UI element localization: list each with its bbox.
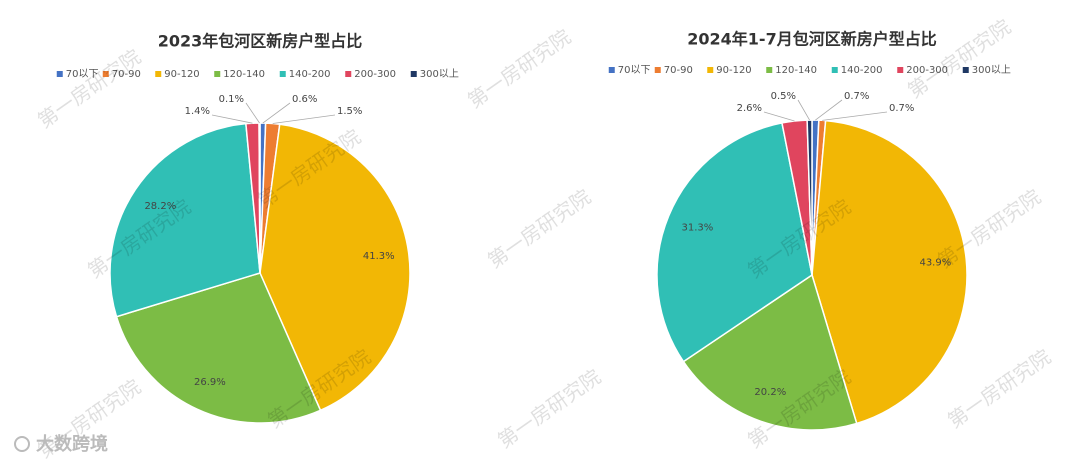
watermark: 第一房研究院 (33, 45, 145, 133)
data-label: 43.9% (919, 257, 951, 268)
legend-label: 140-200 (841, 65, 883, 76)
legend-label: 200-300 (906, 65, 948, 76)
data-label: 28.2% (144, 201, 176, 212)
pie-slice (109, 122, 261, 318)
leader-line (245, 102, 260, 124)
legend-label: 70-90 (112, 69, 141, 80)
pie-slice (656, 122, 813, 363)
data-label: 0.6% (292, 94, 317, 105)
legend-swatch (102, 71, 109, 77)
data-label: 20.2% (754, 387, 786, 398)
data-label: 0.1% (219, 94, 244, 105)
legend-label: 70以下 (618, 65, 651, 76)
legend-label: 200-300 (354, 69, 396, 80)
legend-swatch (766, 67, 773, 73)
data-label: 1.5% (337, 106, 362, 117)
legend-label: 70-90 (664, 65, 693, 76)
leader-line (211, 114, 253, 124)
legend-swatch (345, 71, 352, 77)
legend-swatch (608, 67, 615, 73)
data-label: 1.4% (185, 106, 210, 117)
data-label: 26.9% (194, 377, 226, 388)
pie-slice (806, 119, 813, 276)
chart-title: 2024年1-7月包河区新房户型占比 (687, 30, 936, 49)
logo: 大数跨境 (36, 433, 108, 455)
legend-label: 140-200 (289, 69, 331, 80)
pie-slice (259, 123, 411, 412)
watermark: 第一房研究院 (483, 185, 595, 273)
legend-swatch (962, 67, 969, 73)
legend-label: 300以上 (420, 68, 459, 80)
chart-title: 2023年包河区新房户型占比 (158, 32, 363, 51)
legend-label: 300以上 (972, 64, 1011, 76)
legend-swatch (410, 71, 417, 77)
legend-swatch (897, 67, 904, 73)
leader-line (815, 99, 843, 121)
data-label: 31.3% (681, 223, 713, 234)
pie-slice (115, 272, 322, 424)
logo-icon (14, 436, 30, 452)
data-label: 41.3% (363, 251, 395, 262)
leader-line (797, 99, 810, 121)
legend-label: 120-140 (775, 65, 817, 76)
leader-line (262, 102, 291, 124)
pie-slice (682, 273, 858, 431)
legend-label: 90-120 (164, 69, 199, 80)
legend-swatch (654, 67, 661, 73)
watermark: 第一房研究院 (943, 345, 1055, 433)
data-label: 0.7% (844, 91, 869, 102)
data-label: 0.5% (771, 91, 796, 102)
legend-swatch (831, 67, 838, 73)
legend-swatch (155, 71, 162, 77)
legend-label: 120-140 (223, 69, 265, 80)
legend-label: 90-120 (716, 65, 751, 76)
pie-slice (811, 119, 968, 425)
leader-line (272, 114, 336, 124)
leader-line (763, 111, 795, 122)
legend-swatch (214, 71, 221, 77)
watermark: 第一房研究院 (493, 365, 605, 453)
watermark: 第一房研究院 (903, 15, 1015, 103)
legend-swatch (279, 71, 286, 77)
watermark: 第一房研究院 (463, 25, 575, 113)
data-label: 2.6% (737, 103, 762, 114)
leader-line (822, 111, 888, 121)
legend-swatch (707, 67, 714, 73)
legend-swatch (56, 71, 63, 77)
data-label: 0.7% (889, 103, 914, 114)
legend-label: 70以下 (66, 69, 99, 80)
